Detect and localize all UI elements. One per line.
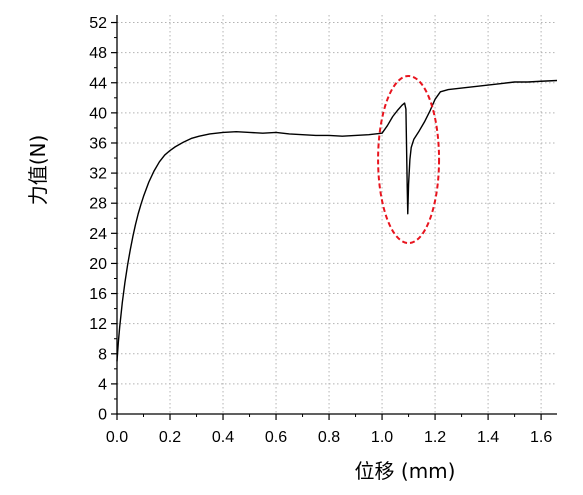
x-tick-label: 1.4 bbox=[477, 429, 499, 446]
y-tick-label: 12 bbox=[89, 316, 107, 333]
x-tick-label: 1.6 bbox=[530, 429, 552, 446]
series-layer bbox=[116, 79, 558, 362]
grid-lines bbox=[117, 15, 557, 414]
x-tick-label: 0.6 bbox=[265, 429, 287, 446]
x-tick-label: 0.0 bbox=[106, 429, 128, 446]
x-tick-label: 0.2 bbox=[159, 429, 181, 446]
x-tick-label: 1.2 bbox=[424, 429, 446, 446]
y-tick-label: 8 bbox=[98, 346, 107, 363]
x-tick-label: 1.0 bbox=[371, 429, 393, 446]
y-tick-label: 24 bbox=[89, 226, 107, 243]
highlight-ellipse bbox=[377, 74, 441, 245]
y-tick-label: 40 bbox=[89, 105, 107, 122]
y-tick-label: 32 bbox=[89, 166, 107, 183]
y-tick-label: 28 bbox=[89, 196, 107, 213]
y-tick-label: 0 bbox=[98, 407, 107, 424]
x-tick-label: 0.8 bbox=[318, 429, 340, 446]
y-axis-title: 力值(N) bbox=[26, 135, 50, 206]
y-tick-label: 44 bbox=[89, 75, 107, 92]
x-axis-title: 位移 (mm) bbox=[355, 459, 456, 483]
y-tick-label: 36 bbox=[89, 135, 107, 152]
annotation-layer bbox=[377, 74, 441, 245]
y-tick-label: 20 bbox=[89, 256, 107, 273]
data-series-line bbox=[116, 79, 558, 362]
y-tick-label: 48 bbox=[89, 45, 107, 62]
y-tick-label: 16 bbox=[89, 286, 107, 303]
y-tick-label: 52 bbox=[89, 15, 107, 32]
y-tick-label: 4 bbox=[98, 376, 107, 393]
x-tick-label: 0.4 bbox=[212, 429, 234, 446]
axes bbox=[111, 15, 557, 420]
